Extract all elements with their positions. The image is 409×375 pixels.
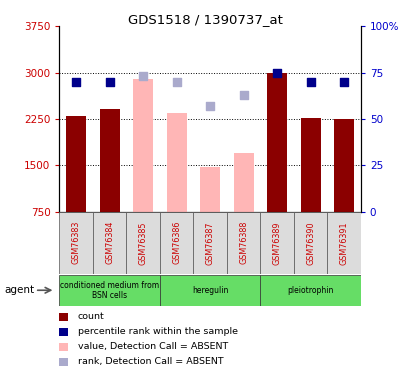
Point <box>340 79 346 85</box>
Bar <box>266 73 286 212</box>
FancyBboxPatch shape <box>326 212 360 274</box>
Text: GDS1518 / 1390737_at: GDS1518 / 1390737_at <box>127 13 282 26</box>
Point <box>273 70 280 76</box>
Text: heregulin: heregulin <box>191 286 228 295</box>
Text: GSM76387: GSM76387 <box>205 221 214 265</box>
FancyBboxPatch shape <box>126 212 160 274</box>
Text: GSM76389: GSM76389 <box>272 221 281 265</box>
Point <box>207 103 213 109</box>
Text: value, Detection Call = ABSENT: value, Detection Call = ABSENT <box>78 342 227 351</box>
Point <box>139 74 146 80</box>
Point <box>73 79 79 85</box>
Text: GSM76385: GSM76385 <box>138 221 147 265</box>
Text: count: count <box>78 312 104 321</box>
Text: GSM76384: GSM76384 <box>105 221 114 264</box>
Text: agent: agent <box>4 285 34 295</box>
Text: conditioned medium from
BSN cells: conditioned medium from BSN cells <box>60 280 159 300</box>
Text: percentile rank within the sample: percentile rank within the sample <box>78 327 237 336</box>
Bar <box>333 119 353 212</box>
Bar <box>300 118 320 212</box>
Bar <box>133 79 153 212</box>
FancyBboxPatch shape <box>59 275 160 306</box>
FancyBboxPatch shape <box>260 212 293 274</box>
Point <box>173 79 180 85</box>
FancyBboxPatch shape <box>193 212 226 274</box>
Text: GSM76383: GSM76383 <box>72 221 81 264</box>
FancyBboxPatch shape <box>59 212 93 274</box>
Point <box>106 79 113 85</box>
Text: GSM76388: GSM76388 <box>238 221 247 264</box>
Text: rank, Detection Call = ABSENT: rank, Detection Call = ABSENT <box>78 357 223 366</box>
Bar <box>200 167 220 212</box>
FancyBboxPatch shape <box>293 212 326 274</box>
Text: pleiotrophin: pleiotrophin <box>287 286 333 295</box>
FancyBboxPatch shape <box>260 275 360 306</box>
Text: GSM76390: GSM76390 <box>306 221 314 265</box>
FancyBboxPatch shape <box>160 212 193 274</box>
Bar <box>233 153 253 212</box>
Text: GSM76391: GSM76391 <box>339 221 348 265</box>
Bar <box>99 108 119 212</box>
FancyBboxPatch shape <box>93 212 126 274</box>
Text: GSM76386: GSM76386 <box>172 221 181 264</box>
FancyBboxPatch shape <box>160 275 260 306</box>
Point <box>307 79 313 85</box>
Bar <box>66 116 86 212</box>
Point <box>240 92 246 98</box>
Bar <box>166 113 186 212</box>
FancyBboxPatch shape <box>226 212 260 274</box>
